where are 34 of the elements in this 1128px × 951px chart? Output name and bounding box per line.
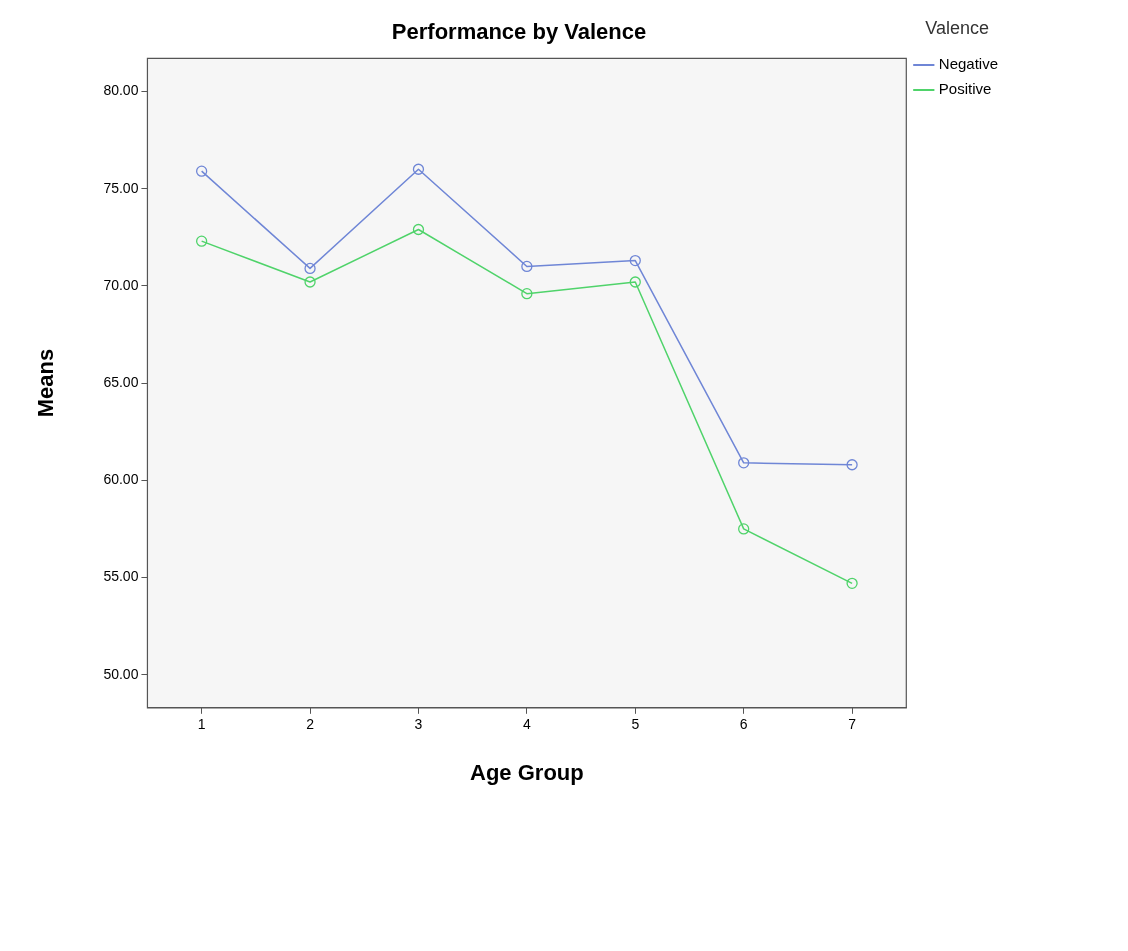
x-tick-label: 2 <box>306 716 315 733</box>
point <box>304 262 316 275</box>
x-tick-label: 5 <box>631 716 640 733</box>
point <box>521 288 533 300</box>
point <box>629 254 641 267</box>
point <box>304 276 316 288</box>
point <box>629 276 641 288</box>
point <box>846 459 858 471</box>
y-tick-label: 80.00 <box>103 82 139 99</box>
point <box>738 457 750 469</box>
x-tick-label: 6 <box>739 716 748 733</box>
y-tick-label: 70.00 <box>103 276 139 293</box>
y-tick-label: 50.00 <box>103 665 139 682</box>
legend-label: Positive <box>938 80 992 98</box>
point <box>195 235 208 247</box>
y-tick-label: 55.00 <box>103 568 139 585</box>
point <box>521 260 533 273</box>
chart-title: Performance by Valence <box>391 19 647 45</box>
point <box>195 165 208 177</box>
point <box>846 577 858 590</box>
y-axis-title: Means <box>33 348 59 418</box>
y-tick-label: 60.00 <box>103 471 139 488</box>
point <box>412 223 425 236</box>
x-axis-title: Age Group <box>470 759 584 785</box>
x-tick-label: 3 <box>414 716 423 733</box>
x-tick-label: 4 <box>522 716 531 733</box>
y-tick-label: 75.00 <box>103 179 139 196</box>
point <box>738 523 750 535</box>
legend-title: Valence <box>925 17 990 38</box>
x-tick-label: 1 <box>197 716 206 733</box>
x-tick-label: 7 <box>848 716 857 733</box>
point <box>412 163 425 175</box>
y-tick-label: 65.00 <box>103 373 139 390</box>
legend-label: Negative <box>938 55 998 73</box>
